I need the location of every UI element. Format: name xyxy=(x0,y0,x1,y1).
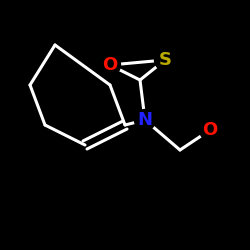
Text: O: O xyxy=(102,56,118,74)
Circle shape xyxy=(100,54,120,76)
Circle shape xyxy=(134,110,156,130)
Circle shape xyxy=(200,120,220,141)
Text: N: N xyxy=(138,111,152,129)
Text: S: S xyxy=(158,51,172,69)
Text: O: O xyxy=(202,121,218,139)
Circle shape xyxy=(154,50,176,70)
